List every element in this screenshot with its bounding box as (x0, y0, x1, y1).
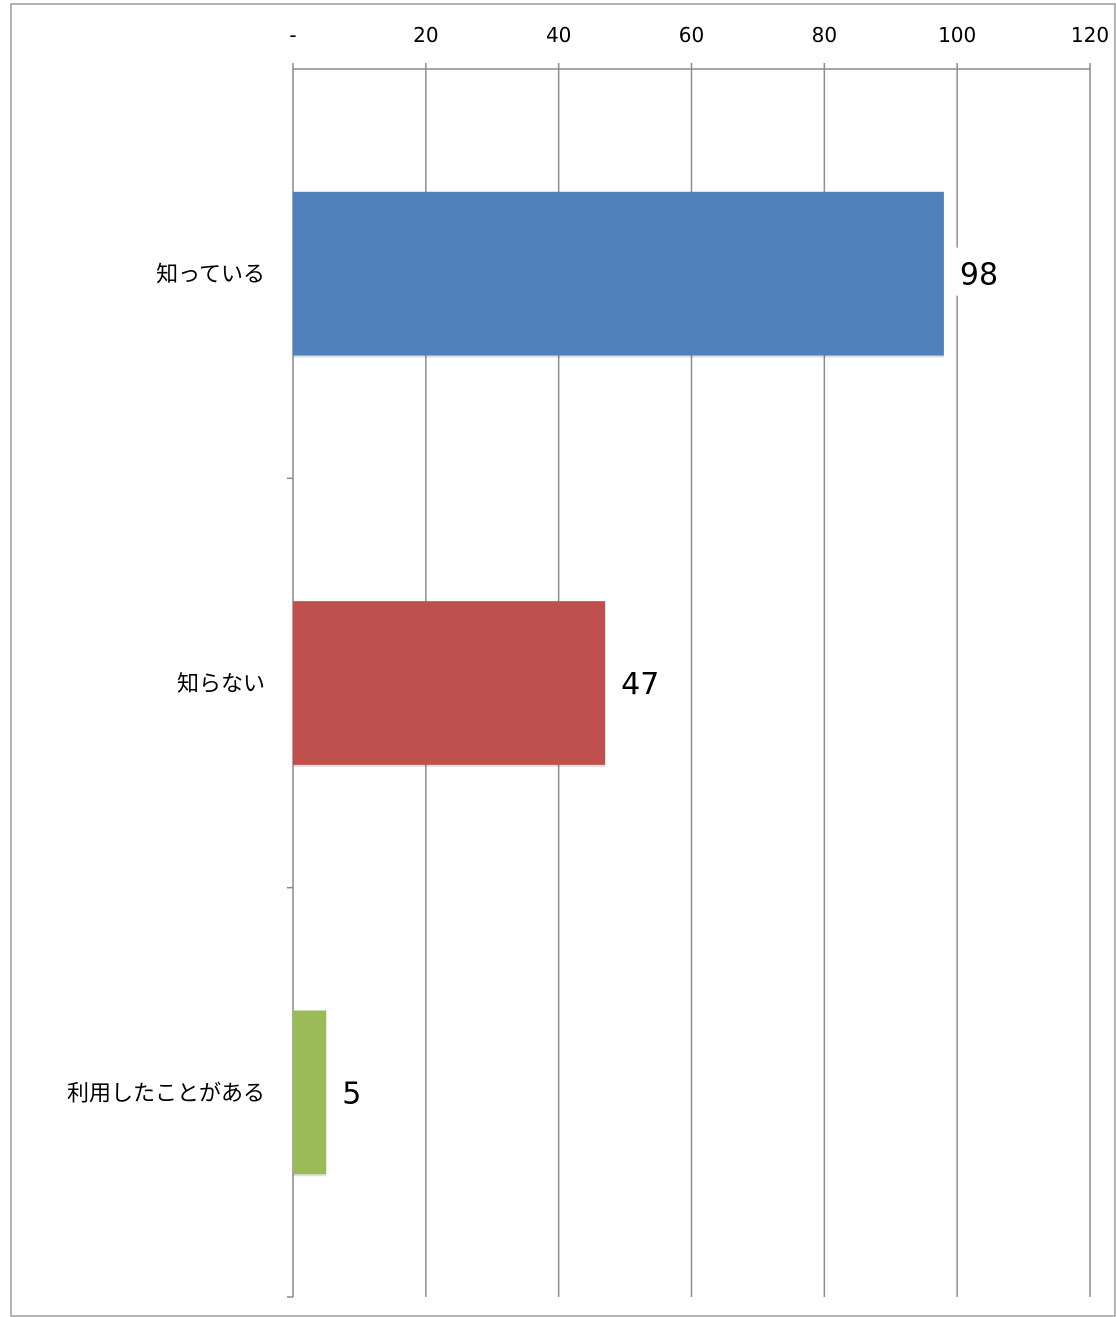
category-label: 利用したことがある (67, 1081, 265, 1106)
x-tick-label: 20 (413, 23, 438, 47)
data-label-bg (615, 657, 666, 705)
category-label: 知っている (156, 263, 265, 288)
labels: 知っている 98 知らない 47 利用したことがある 5 (67, 247, 1004, 1115)
x-tick-label: - (289, 23, 296, 47)
category-label: 知らない (177, 672, 265, 697)
data-label: 98 (960, 258, 998, 293)
x-tick-label: 100 (938, 23, 976, 47)
bar-2 (293, 601, 606, 765)
bar-1 (293, 191, 944, 356)
x-tick-label: 60 (679, 23, 704, 47)
x-tick-label: 40 (546, 23, 571, 47)
data-label-bg (953, 247, 1004, 296)
data-label: 5 (342, 1076, 361, 1111)
bar-3 (293, 1010, 327, 1175)
bars (293, 191, 944, 1177)
x-axis: - 20 40 60 80 100 120 (287, 23, 1109, 1298)
x-tick-label: 120 (1071, 23, 1109, 47)
data-label-bg (336, 1066, 368, 1115)
x-tick-label: 80 (812, 23, 837, 47)
data-label: 47 (621, 667, 659, 702)
